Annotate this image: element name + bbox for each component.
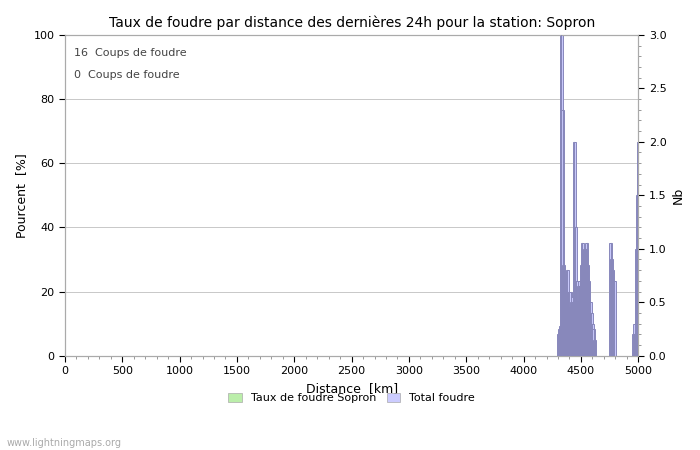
Bar	[592, 329, 595, 356]
Bar	[584, 249, 587, 356]
Bar	[564, 275, 566, 356]
Bar	[578, 286, 580, 356]
Bar	[578, 281, 581, 356]
Title: Taux de foudre par distance des dernières 24h pour la station: Sopron: Taux de foudre par distance des dernière…	[108, 15, 595, 30]
Bar	[580, 265, 582, 356]
Text: 16  Coups de foudre: 16 Coups de foudre	[74, 48, 186, 58]
Bar	[587, 281, 590, 356]
Bar	[569, 292, 572, 356]
Bar	[587, 265, 589, 356]
Bar	[636, 195, 638, 356]
Legend: Taux de foudre Sopron, Total foudre: Taux de foudre Sopron, Total foudre	[224, 388, 480, 408]
Bar	[566, 270, 568, 356]
Bar	[561, 110, 564, 356]
Bar	[559, 326, 561, 356]
Bar	[582, 254, 584, 356]
Bar	[591, 324, 594, 356]
Bar	[635, 249, 638, 356]
Bar	[558, 329, 561, 356]
Bar	[612, 281, 615, 356]
Bar	[609, 243, 612, 356]
X-axis label: Distance  [km]: Distance [km]	[306, 382, 398, 395]
Bar	[556, 334, 559, 356]
Bar	[565, 302, 568, 356]
Bar	[576, 302, 579, 356]
Bar	[583, 249, 586, 356]
Bar	[573, 142, 575, 356]
Bar	[574, 227, 577, 356]
Bar	[594, 340, 596, 356]
Bar	[612, 270, 615, 356]
Bar	[570, 302, 573, 356]
Bar	[562, 265, 565, 356]
Bar	[567, 292, 570, 356]
Bar	[637, 142, 640, 356]
Y-axis label: Pourcent  [%]: Pourcent [%]	[15, 153, 28, 238]
Bar	[610, 260, 613, 356]
Bar	[571, 297, 575, 356]
Bar	[590, 313, 593, 356]
Bar	[634, 324, 636, 356]
Bar	[568, 307, 571, 356]
Bar	[581, 243, 584, 356]
Bar	[560, 35, 563, 356]
Text: 0  Coups de foudre: 0 Coups de foudre	[74, 70, 179, 80]
Bar	[589, 302, 591, 356]
Bar	[585, 243, 588, 356]
Y-axis label: Nb: Nb	[672, 187, 685, 204]
Bar	[575, 281, 577, 356]
Text: www.lightningmaps.org: www.lightningmaps.org	[7, 438, 122, 448]
Bar	[632, 334, 635, 356]
